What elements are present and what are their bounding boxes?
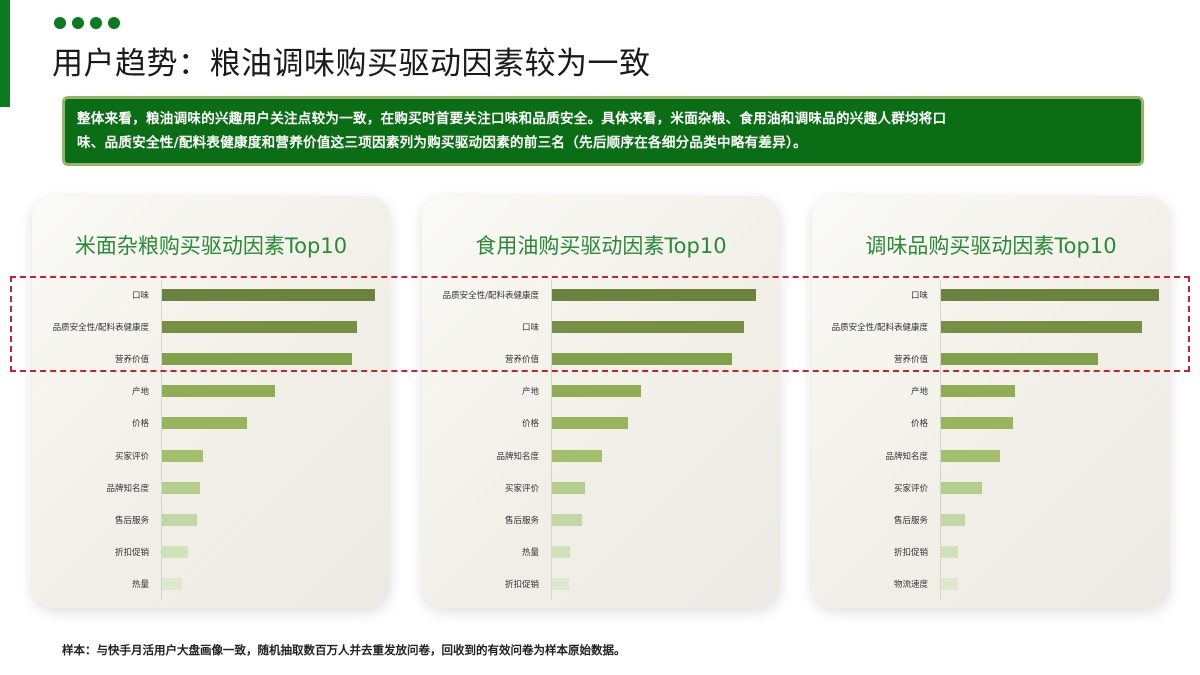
sample-footnote: 样本：与快手月活用户大盘画像一致，随机抽取数百万人并去重发放问卷，回收到的有效问… xyxy=(62,643,626,657)
bar xyxy=(941,545,958,558)
bar xyxy=(552,321,744,334)
dot-icon xyxy=(72,17,84,29)
bar xyxy=(162,577,182,590)
bar xyxy=(162,417,247,430)
bar-label: 买家评价 xyxy=(893,483,928,494)
bar xyxy=(941,417,1013,430)
bar-label: 热量 xyxy=(131,579,149,590)
page-title: 用户趋势：粮油调味购买驱动因素较为一致 xyxy=(52,46,651,82)
chart-axis-line xyxy=(940,280,941,600)
bar-label: 买家评价 xyxy=(504,483,539,494)
bar xyxy=(552,577,569,590)
bar xyxy=(941,353,1098,366)
accent-side-bar xyxy=(0,0,10,107)
bar-label: 售后服务 xyxy=(504,515,539,526)
bar-label: 价格 xyxy=(521,419,539,430)
chart-card-2: 食用油购买驱动因素Top10 xyxy=(422,196,780,608)
bar xyxy=(941,385,1015,398)
bar-label: 营养价值 xyxy=(114,355,149,366)
bar-label: 买家评价 xyxy=(114,451,149,462)
bar xyxy=(552,513,582,526)
bar-label: 折扣促销 xyxy=(504,579,539,590)
bar-label: 价格 xyxy=(910,419,928,430)
bar xyxy=(162,513,197,526)
bar-label: 产地 xyxy=(131,387,149,398)
bar xyxy=(552,289,756,301)
chart-card-1: 米面杂粮购买驱动因素Top10 xyxy=(32,196,390,608)
bar xyxy=(552,449,602,462)
bar-label: 售后服务 xyxy=(893,515,928,526)
bar xyxy=(162,449,203,462)
bar-label: 产地 xyxy=(521,387,539,398)
dot-icon xyxy=(90,17,102,29)
bar-label: 营养价值 xyxy=(504,355,539,366)
summary-box: 整体来看，粮油调味的兴趣用户关注点较为一致，在购买时首要关注口味和品质安全。具体… xyxy=(62,96,1144,166)
summary-line-1: 整体来看，粮油调味的兴趣用户关注点较为一致，在购买时首要关注口味和品质安全。具体… xyxy=(77,111,947,127)
bar xyxy=(162,353,352,366)
bar-label: 热量 xyxy=(521,547,539,558)
bar-label: 口味 xyxy=(131,291,149,301)
chart-card-3: 调味品购买驱动因素Top10 xyxy=(812,196,1170,608)
bar xyxy=(941,577,958,590)
chart-axis-line xyxy=(161,280,162,600)
bar-label: 品质安全性/配料表健康度 xyxy=(831,323,928,334)
bar-label: 品质安全性/配料表健康度 xyxy=(442,291,539,301)
decorative-dots xyxy=(54,17,120,29)
bar xyxy=(162,545,188,558)
bar-label: 品牌知名度 xyxy=(496,451,539,462)
bar xyxy=(941,513,965,526)
bar xyxy=(162,481,200,494)
bar xyxy=(941,449,1000,462)
bar-label: 售后服务 xyxy=(114,515,149,526)
bar-label: 品牌知名度 xyxy=(885,451,928,462)
bar-label: 品牌知名度 xyxy=(106,483,149,494)
bar xyxy=(552,417,628,430)
bar-label: 营养价值 xyxy=(893,355,928,366)
bar xyxy=(162,385,275,398)
bar-label: 口味 xyxy=(910,291,928,301)
bar-label: 物流速度 xyxy=(893,579,928,590)
bar xyxy=(552,545,570,558)
summary-line-2: 味、品质安全性/配料表健康度和营养价值这三项因素列为购买驱动因素的前三名（先后顺… xyxy=(77,135,807,151)
chart-title: 调味品购买驱动因素Top10 xyxy=(865,234,1117,258)
dot-icon xyxy=(108,17,120,29)
chart-title: 米面杂粮购买驱动因素Top10 xyxy=(74,234,348,258)
chart-title: 食用油购买驱动因素Top10 xyxy=(475,234,727,258)
bar-label: 口味 xyxy=(521,323,539,334)
bar xyxy=(552,353,732,366)
bar-label: 产地 xyxy=(910,387,928,398)
bar-label: 品质安全性/配料表健康度 xyxy=(52,323,149,334)
bar xyxy=(552,385,641,398)
bar xyxy=(162,321,357,334)
bar xyxy=(941,481,982,494)
bar-label: 价格 xyxy=(131,419,149,430)
chart-axis-line xyxy=(551,280,552,600)
bar-label: 折扣促销 xyxy=(893,547,928,558)
bar xyxy=(941,321,1142,334)
bar xyxy=(162,289,375,301)
bar xyxy=(941,289,1159,301)
bar-label: 折扣促销 xyxy=(114,547,149,558)
bar xyxy=(552,481,585,494)
dot-icon xyxy=(54,17,66,29)
